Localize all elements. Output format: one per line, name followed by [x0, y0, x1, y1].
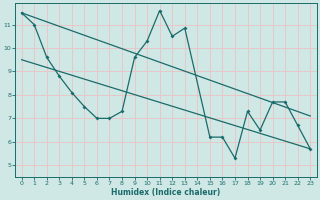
X-axis label: Humidex (Indice chaleur): Humidex (Indice chaleur) — [111, 188, 220, 197]
